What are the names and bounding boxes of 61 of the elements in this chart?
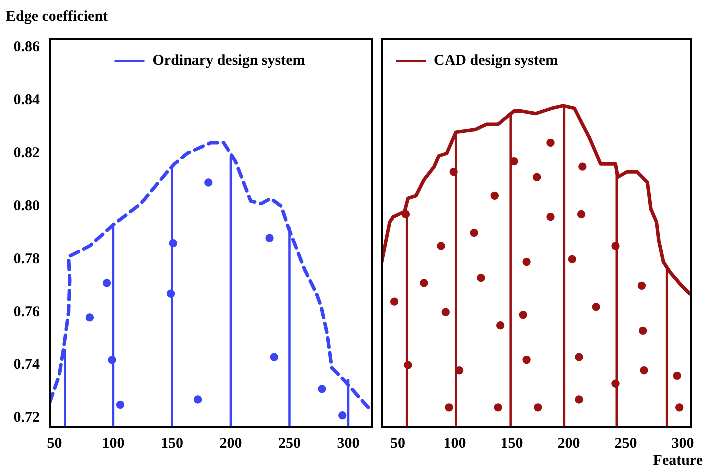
x-tick-label: 100 [102,436,125,452]
point [437,242,446,250]
y-tick-label: 0.84 [14,92,40,109]
point [676,404,684,412]
point [673,372,682,380]
y-tick-label: 0.78 [14,251,40,268]
point [639,326,648,336]
x-tick-label: 50 [47,436,62,452]
point [496,322,505,330]
point [445,404,454,412]
y-tick-label: 0.76 [14,304,40,320]
point [532,173,542,182]
point [266,234,274,242]
y-tick-label: 0.86 [14,40,40,56]
point [194,396,202,404]
point [575,396,584,404]
point [640,366,648,375]
y-tick-label: 0.74 [14,357,40,374]
x-tick-label: 300 [672,436,694,452]
x-tick-label: 50 [390,436,406,452]
y-tick-label: 0.72 [14,410,40,426]
point [575,353,584,362]
x-tick-label: 200 [220,436,242,452]
point [592,303,600,312]
x-tick-label: 300 [337,436,360,452]
x-axis-title: Feature [653,452,704,469]
x-tick-label: 150 [160,436,184,452]
legend-label: CAD design system [434,52,559,69]
point [546,138,555,148]
point [470,228,478,238]
legend-label: Ordinary design system [152,52,306,69]
point [338,412,347,420]
point [86,314,94,322]
x-tick-label: 100 [444,436,466,452]
point [519,310,528,320]
point [568,255,577,264]
point [390,298,399,306]
point [577,210,586,219]
point [522,258,531,266]
point [490,192,499,200]
y-tick-label: 0.80 [14,198,40,214]
point [204,178,213,187]
point [494,404,502,412]
point [638,282,646,290]
point [522,356,531,364]
point [116,400,125,410]
point [420,279,428,288]
x-tick-label: 250 [278,436,301,452]
point [318,385,326,394]
x-tick-label: 200 [558,436,580,452]
point [546,213,555,222]
y-tick-label: 0.82 [14,145,40,162]
point [534,404,542,412]
point [578,162,587,171]
y-axis-title: Edge coefficient [6,8,108,25]
point [477,274,486,282]
x-tick-label: 250 [614,436,638,452]
point [102,279,112,288]
point [442,308,450,316]
point [270,353,279,362]
x-tick-label: 150 [500,436,524,452]
